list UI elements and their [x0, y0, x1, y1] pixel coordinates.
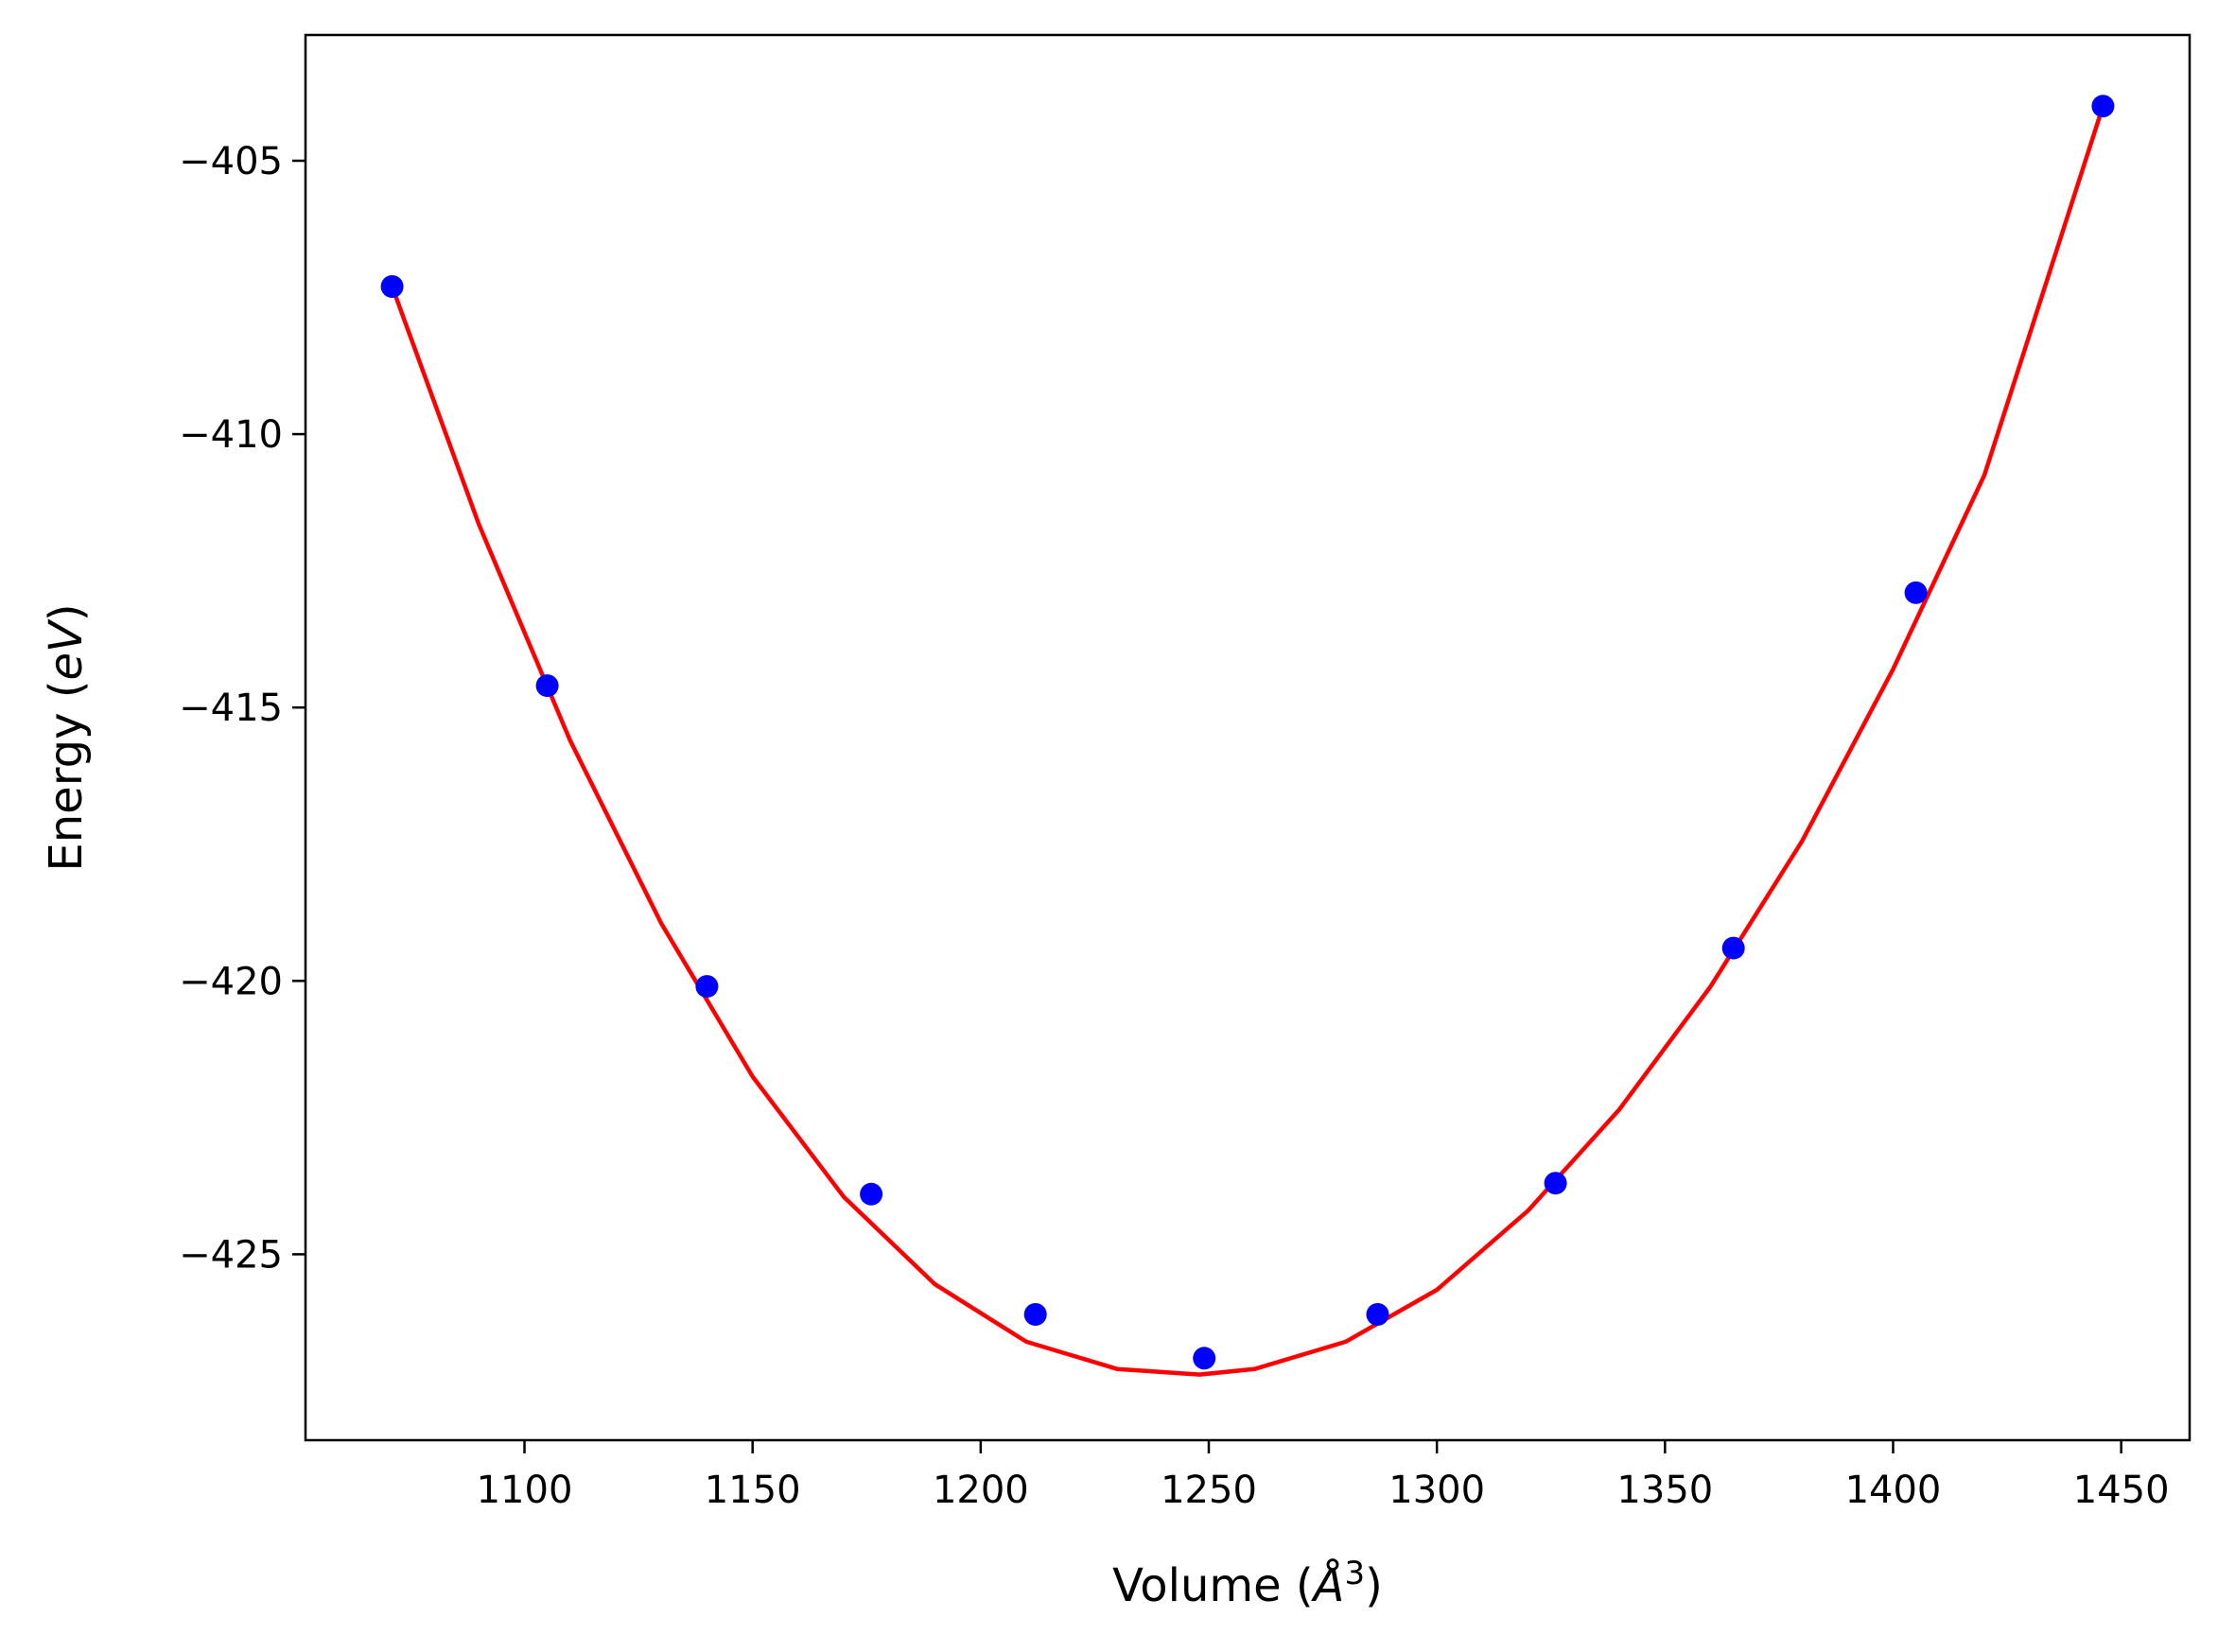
data-point — [1023, 1303, 1047, 1326]
x-axis-label-exponent: 3 — [1344, 1555, 1365, 1592]
data-point — [860, 1182, 883, 1206]
x-axis-label-suffix: ) — [1365, 1559, 1383, 1612]
y-axis-ticks: −405 −410 −415 −420 −425 — [179, 140, 306, 1277]
y-tick-label: −410 — [179, 413, 283, 457]
data-point — [695, 975, 719, 999]
data-point — [1366, 1303, 1389, 1326]
y-tick-label: −415 — [179, 687, 283, 730]
y-axis-label-prefix: Energy ( — [40, 681, 93, 872]
data-point — [1721, 936, 1745, 960]
x-axis-label: Volume (Å3) — [1112, 1555, 1383, 1612]
x-tick-label: 1150 — [705, 1469, 801, 1512]
data-point — [2091, 95, 2115, 118]
data-point — [1544, 1172, 1567, 1195]
fit-curve-line — [390, 103, 2105, 1377]
y-axis-label-suffix: ) — [40, 603, 93, 621]
x-tick-label: 1350 — [1616, 1469, 1713, 1512]
y-tick-label: −405 — [179, 140, 283, 183]
plot-frame — [304, 33, 2192, 1442]
y-tick-label: −425 — [179, 1233, 283, 1277]
plot-area — [306, 35, 2190, 1440]
data-point — [380, 275, 404, 298]
x-tick-label: 1300 — [1388, 1469, 1485, 1512]
y-axis-label-unit: eV — [40, 618, 93, 681]
x-tick-label: 1450 — [2073, 1469, 2170, 1512]
data-point — [1193, 1347, 1216, 1370]
x-axis-label-prefix: Volume ( — [1112, 1559, 1314, 1612]
data-point — [1904, 581, 1928, 604]
x-axis-label-symbol: Å — [1311, 1558, 1345, 1612]
y-axis-label: Energy (eV) — [40, 603, 93, 871]
data-point — [535, 674, 559, 698]
y-tick-label: −420 — [179, 960, 283, 1003]
x-tick-label: 1400 — [1845, 1469, 1942, 1512]
x-tick-label: 1250 — [1161, 1469, 1257, 1512]
fit-curve-layer — [390, 103, 2105, 1377]
x-tick-label: 1100 — [477, 1469, 573, 1512]
data-points-layer — [380, 95, 2115, 1370]
x-axis-ticks: 1100 1150 1200 1250 1300 1350 1400 1450 — [477, 1440, 2170, 1512]
x-tick-label: 1200 — [933, 1469, 1029, 1512]
